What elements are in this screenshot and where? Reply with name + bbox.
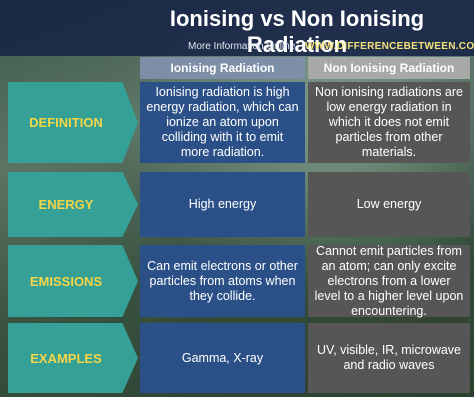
column-header: Non Ionising Radiation: [308, 57, 470, 79]
cell: Low energy: [308, 172, 470, 237]
row-label: EMISSIONS: [8, 245, 138, 317]
column-header: Ionising Radiation: [140, 57, 305, 79]
cell: High energy: [140, 172, 305, 237]
row-label: DEFINITION: [8, 82, 138, 163]
cell: UV, visible, IR, microwave and radio wav…: [308, 323, 470, 393]
cell: Ionising radiation is high energy radiat…: [140, 82, 305, 163]
cell: Gamma, X-ray: [140, 323, 305, 393]
title: Ionising vs Non Ionising Radiation: [169, 6, 425, 57]
cell: Non ionising radiations are low energy r…: [308, 82, 470, 163]
title-bar: [0, 0, 474, 56]
cell: Can emit electrons or other particles fr…: [140, 245, 305, 317]
row-label: ENERGY: [8, 172, 138, 237]
cell: Cannot emit particles from an atom; can …: [308, 244, 470, 318]
url: WWW.DIFFERENCEBETWEEN.COM: [305, 41, 474, 52]
subtitle: More Information Online: [188, 41, 296, 52]
row-label: EXAMPLES: [8, 323, 138, 393]
